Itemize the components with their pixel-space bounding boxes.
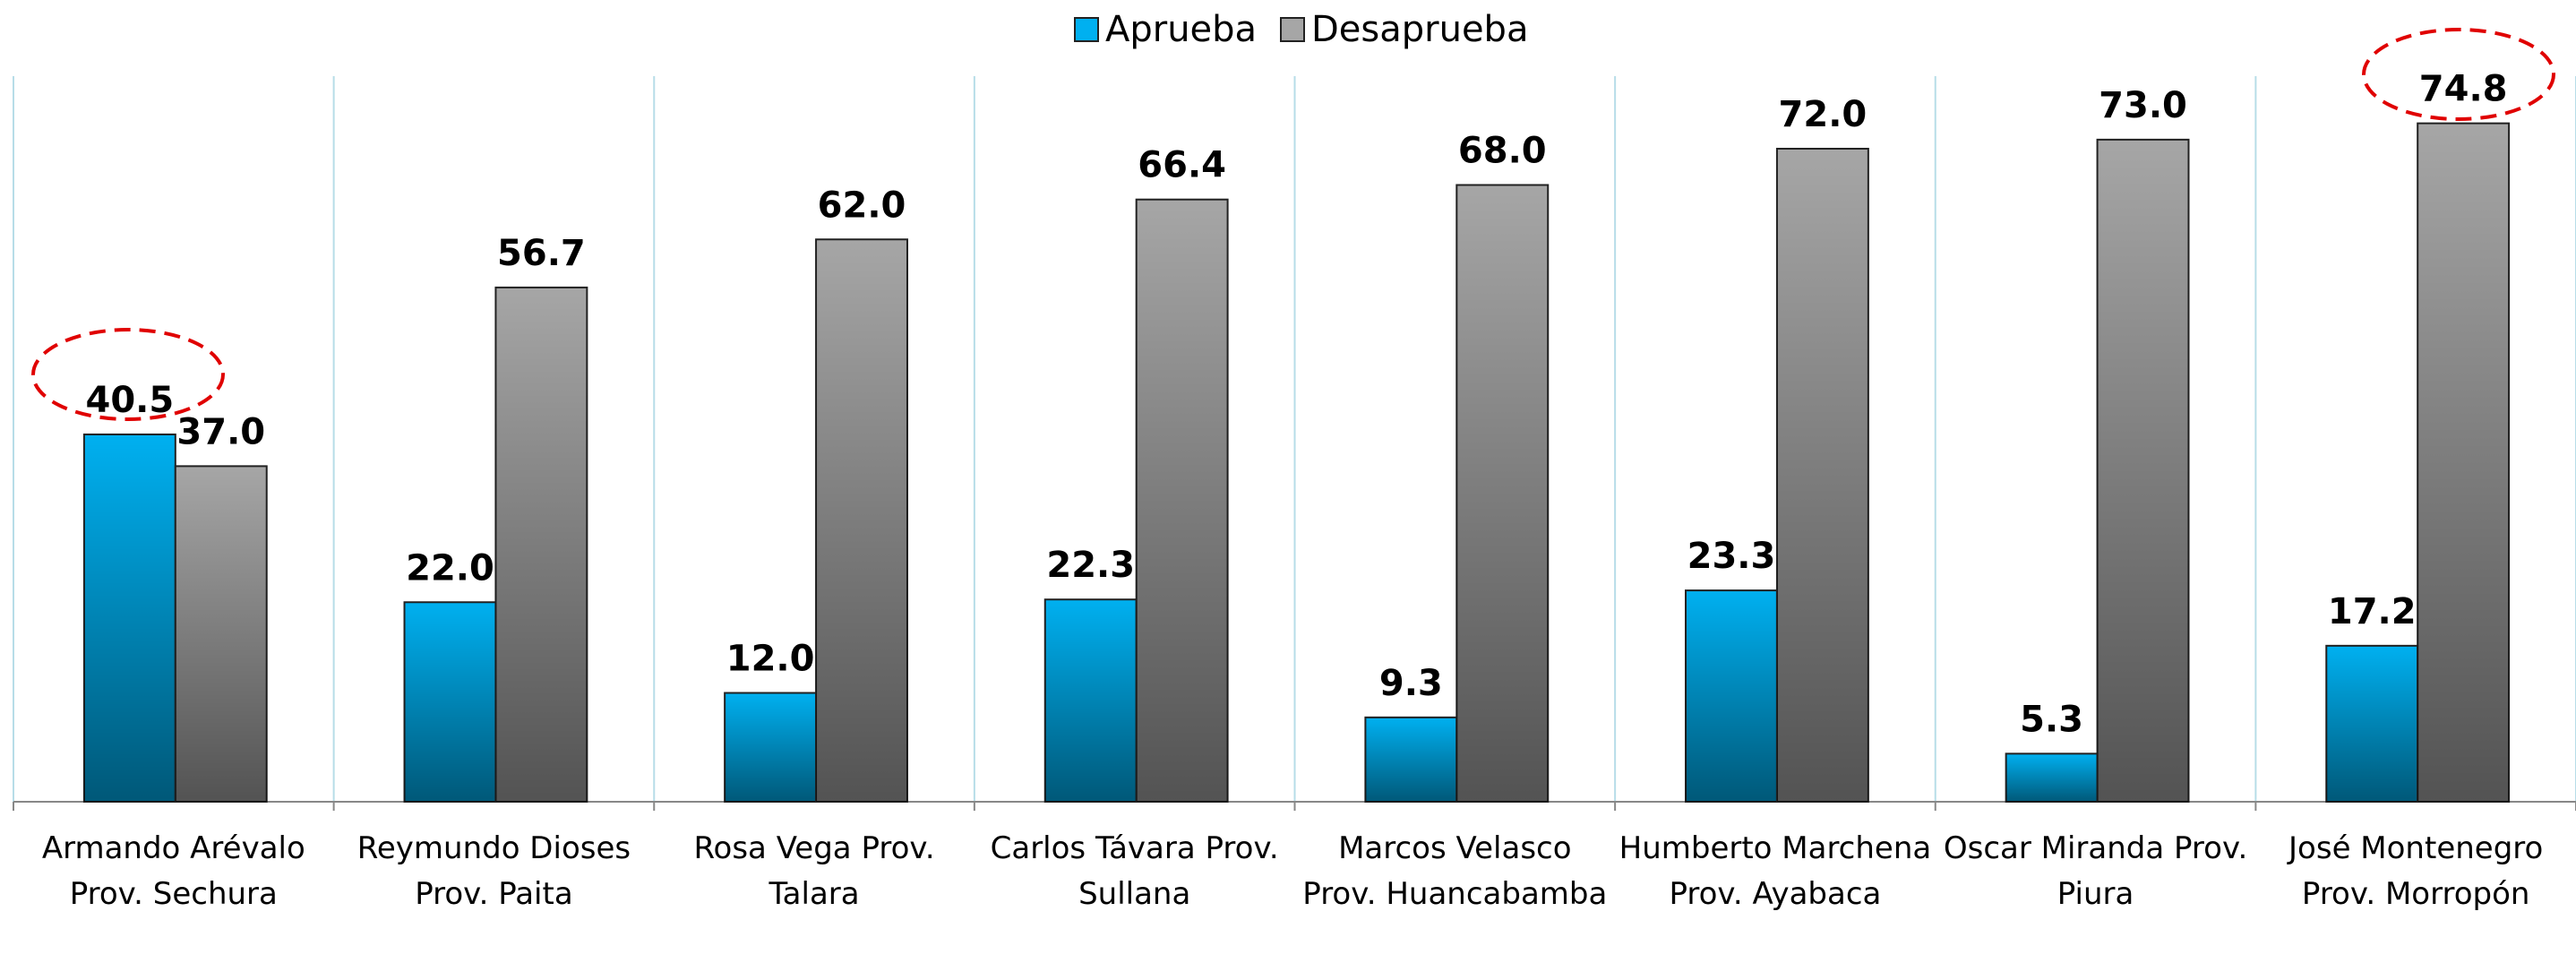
bar [403, 601, 497, 803]
bar [724, 692, 818, 803]
data-label: 73.0 [2099, 85, 2187, 126]
legend-label: Desaprueba [1311, 9, 1528, 50]
data-label: 9.3 [1379, 663, 1443, 704]
bar [815, 238, 908, 803]
data-label: 23.3 [1687, 536, 1776, 577]
bar [1455, 184, 1550, 803]
data-label: 66.4 [1138, 145, 1226, 186]
bar [1135, 198, 1229, 803]
data-label: 37.0 [176, 411, 265, 452]
x-tick-label: Reymundo Dioses Prov. Paita [356, 830, 631, 912]
bar [174, 465, 268, 803]
bar [494, 286, 588, 804]
x-tick-label: José Montenegro Prov. Morropón [2288, 830, 2544, 912]
bar [1685, 589, 1778, 804]
bar [1043, 598, 1138, 804]
data-label: 72.0 [1779, 94, 1868, 135]
x-tick-label: Rosa Vega Prov. Talara [693, 830, 935, 912]
bar [2005, 752, 2099, 804]
x-tick-label: Oscar Miranda Prov. Piura [1943, 830, 2248, 912]
x-tick-label: Carlos Távara Prov. Sullana [990, 830, 1279, 912]
x-tick-label: Humberto Marchena Prov. Ayabaca [1619, 830, 1932, 912]
highlight [31, 328, 225, 421]
bar [2417, 122, 2511, 803]
data-label: 68.0 [1458, 131, 1547, 172]
bar [1775, 148, 1869, 803]
data-label: 5.3 [2020, 699, 2083, 740]
data-label: 22.0 [406, 547, 494, 589]
data-label: 74.8 [2419, 69, 2508, 110]
bar [2325, 644, 2419, 803]
data-label: 12.0 [726, 639, 815, 680]
data-label: 62.0 [818, 185, 906, 226]
legend-swatch [1280, 17, 1305, 42]
data-label: 40.5 [85, 380, 174, 421]
data-label: 56.7 [497, 233, 586, 274]
bar [2096, 138, 2190, 803]
highlight [2362, 28, 2555, 121]
x-tick-label: Armando Arévalo Prov. Sechura [41, 830, 305, 912]
bar [1364, 716, 1458, 804]
data-label: 17.2 [2328, 591, 2417, 632]
x-tick-label: Marcos Velasco Prov. Huancabamba [1302, 830, 1608, 912]
data-label: 22.3 [1046, 545, 1135, 586]
bar [82, 433, 176, 803]
legend-swatch [1074, 17, 1099, 42]
legend-label: Aprueba [1105, 9, 1257, 50]
